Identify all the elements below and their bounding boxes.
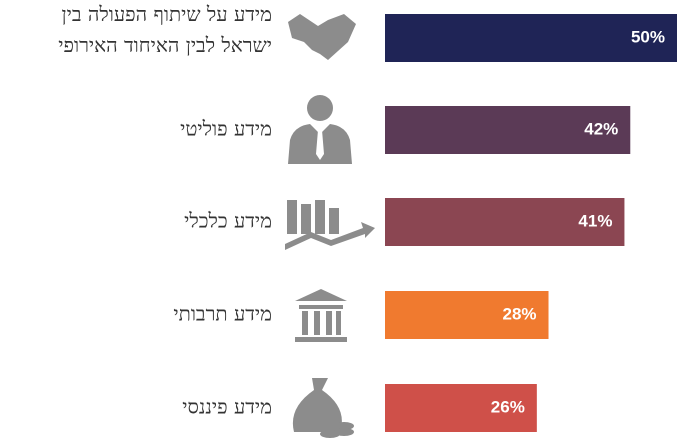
category-label: מידע פוליטי xyxy=(180,117,272,141)
value-label: 28% xyxy=(502,304,536,323)
icon-bank xyxy=(295,289,347,342)
bar xyxy=(385,198,625,246)
icon-handshake xyxy=(288,14,356,60)
value-label: 50% xyxy=(631,27,665,46)
value-label: 41% xyxy=(578,211,612,230)
icon-chart xyxy=(285,200,375,250)
category-label: מידע כלכלי xyxy=(184,209,272,233)
value-label: 42% xyxy=(584,119,618,138)
value-label: 26% xyxy=(491,397,525,416)
bar xyxy=(385,14,677,62)
bar xyxy=(385,384,537,432)
bar xyxy=(385,291,549,339)
category-label: מידע על שיתוף הפעולה בין xyxy=(62,2,272,26)
icon-person xyxy=(288,95,352,164)
icon-money-bag xyxy=(292,378,354,438)
category-label: מידע פיננסי xyxy=(182,395,272,419)
category-label: מידע תרבותי xyxy=(173,302,272,326)
bar xyxy=(385,106,631,154)
category-label: ישראל לבין האיחוד האירופי xyxy=(58,33,272,57)
